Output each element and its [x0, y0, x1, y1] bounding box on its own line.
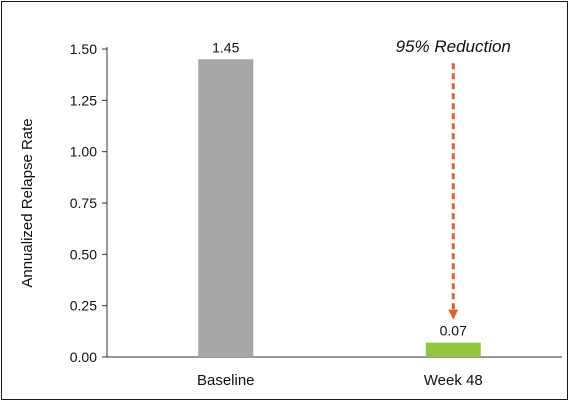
data-labels-group: 1.45 0.07 [212, 39, 467, 338]
y-axis: 0.00 0.25 0.50 0.75 1.00 1.25 1.50 [70, 41, 108, 365]
data-label: 0.07 [440, 323, 467, 339]
x-category-label: Week 48 [424, 372, 483, 389]
y-tick-label: 1.00 [70, 144, 97, 160]
y-tick-label: 1.25 [70, 92, 97, 108]
y-tick-label: 0.75 [70, 195, 97, 211]
y-tick-label: 0.00 [70, 349, 97, 365]
data-label: 1.45 [212, 39, 239, 55]
y-axis-title: Annualized Relapse Rate [19, 118, 36, 287]
bar-week-48 [425, 342, 481, 357]
y-tick-label: 0.25 [70, 298, 97, 314]
bar-baseline [198, 59, 254, 358]
x-axis: Baseline Week 48 [107, 356, 562, 389]
y-tick-label: 1.50 [70, 41, 97, 57]
y-tick-label: 0.50 [70, 246, 97, 262]
annotation-group: 95% Reduction [396, 37, 511, 320]
bars-group [198, 59, 481, 358]
annotation-text: 95% Reduction [396, 37, 511, 56]
x-category-label: Baseline [197, 372, 255, 389]
